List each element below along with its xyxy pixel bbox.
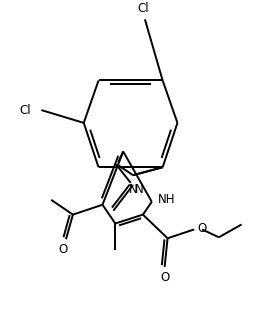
Text: O: O <box>160 271 169 284</box>
Text: NH: NH <box>158 193 175 206</box>
Text: O: O <box>58 243 68 256</box>
Text: O: O <box>197 222 207 235</box>
Text: N: N <box>129 183 138 196</box>
Text: Cl: Cl <box>20 104 31 117</box>
Text: N: N <box>135 183 144 196</box>
Text: Cl: Cl <box>137 2 149 15</box>
